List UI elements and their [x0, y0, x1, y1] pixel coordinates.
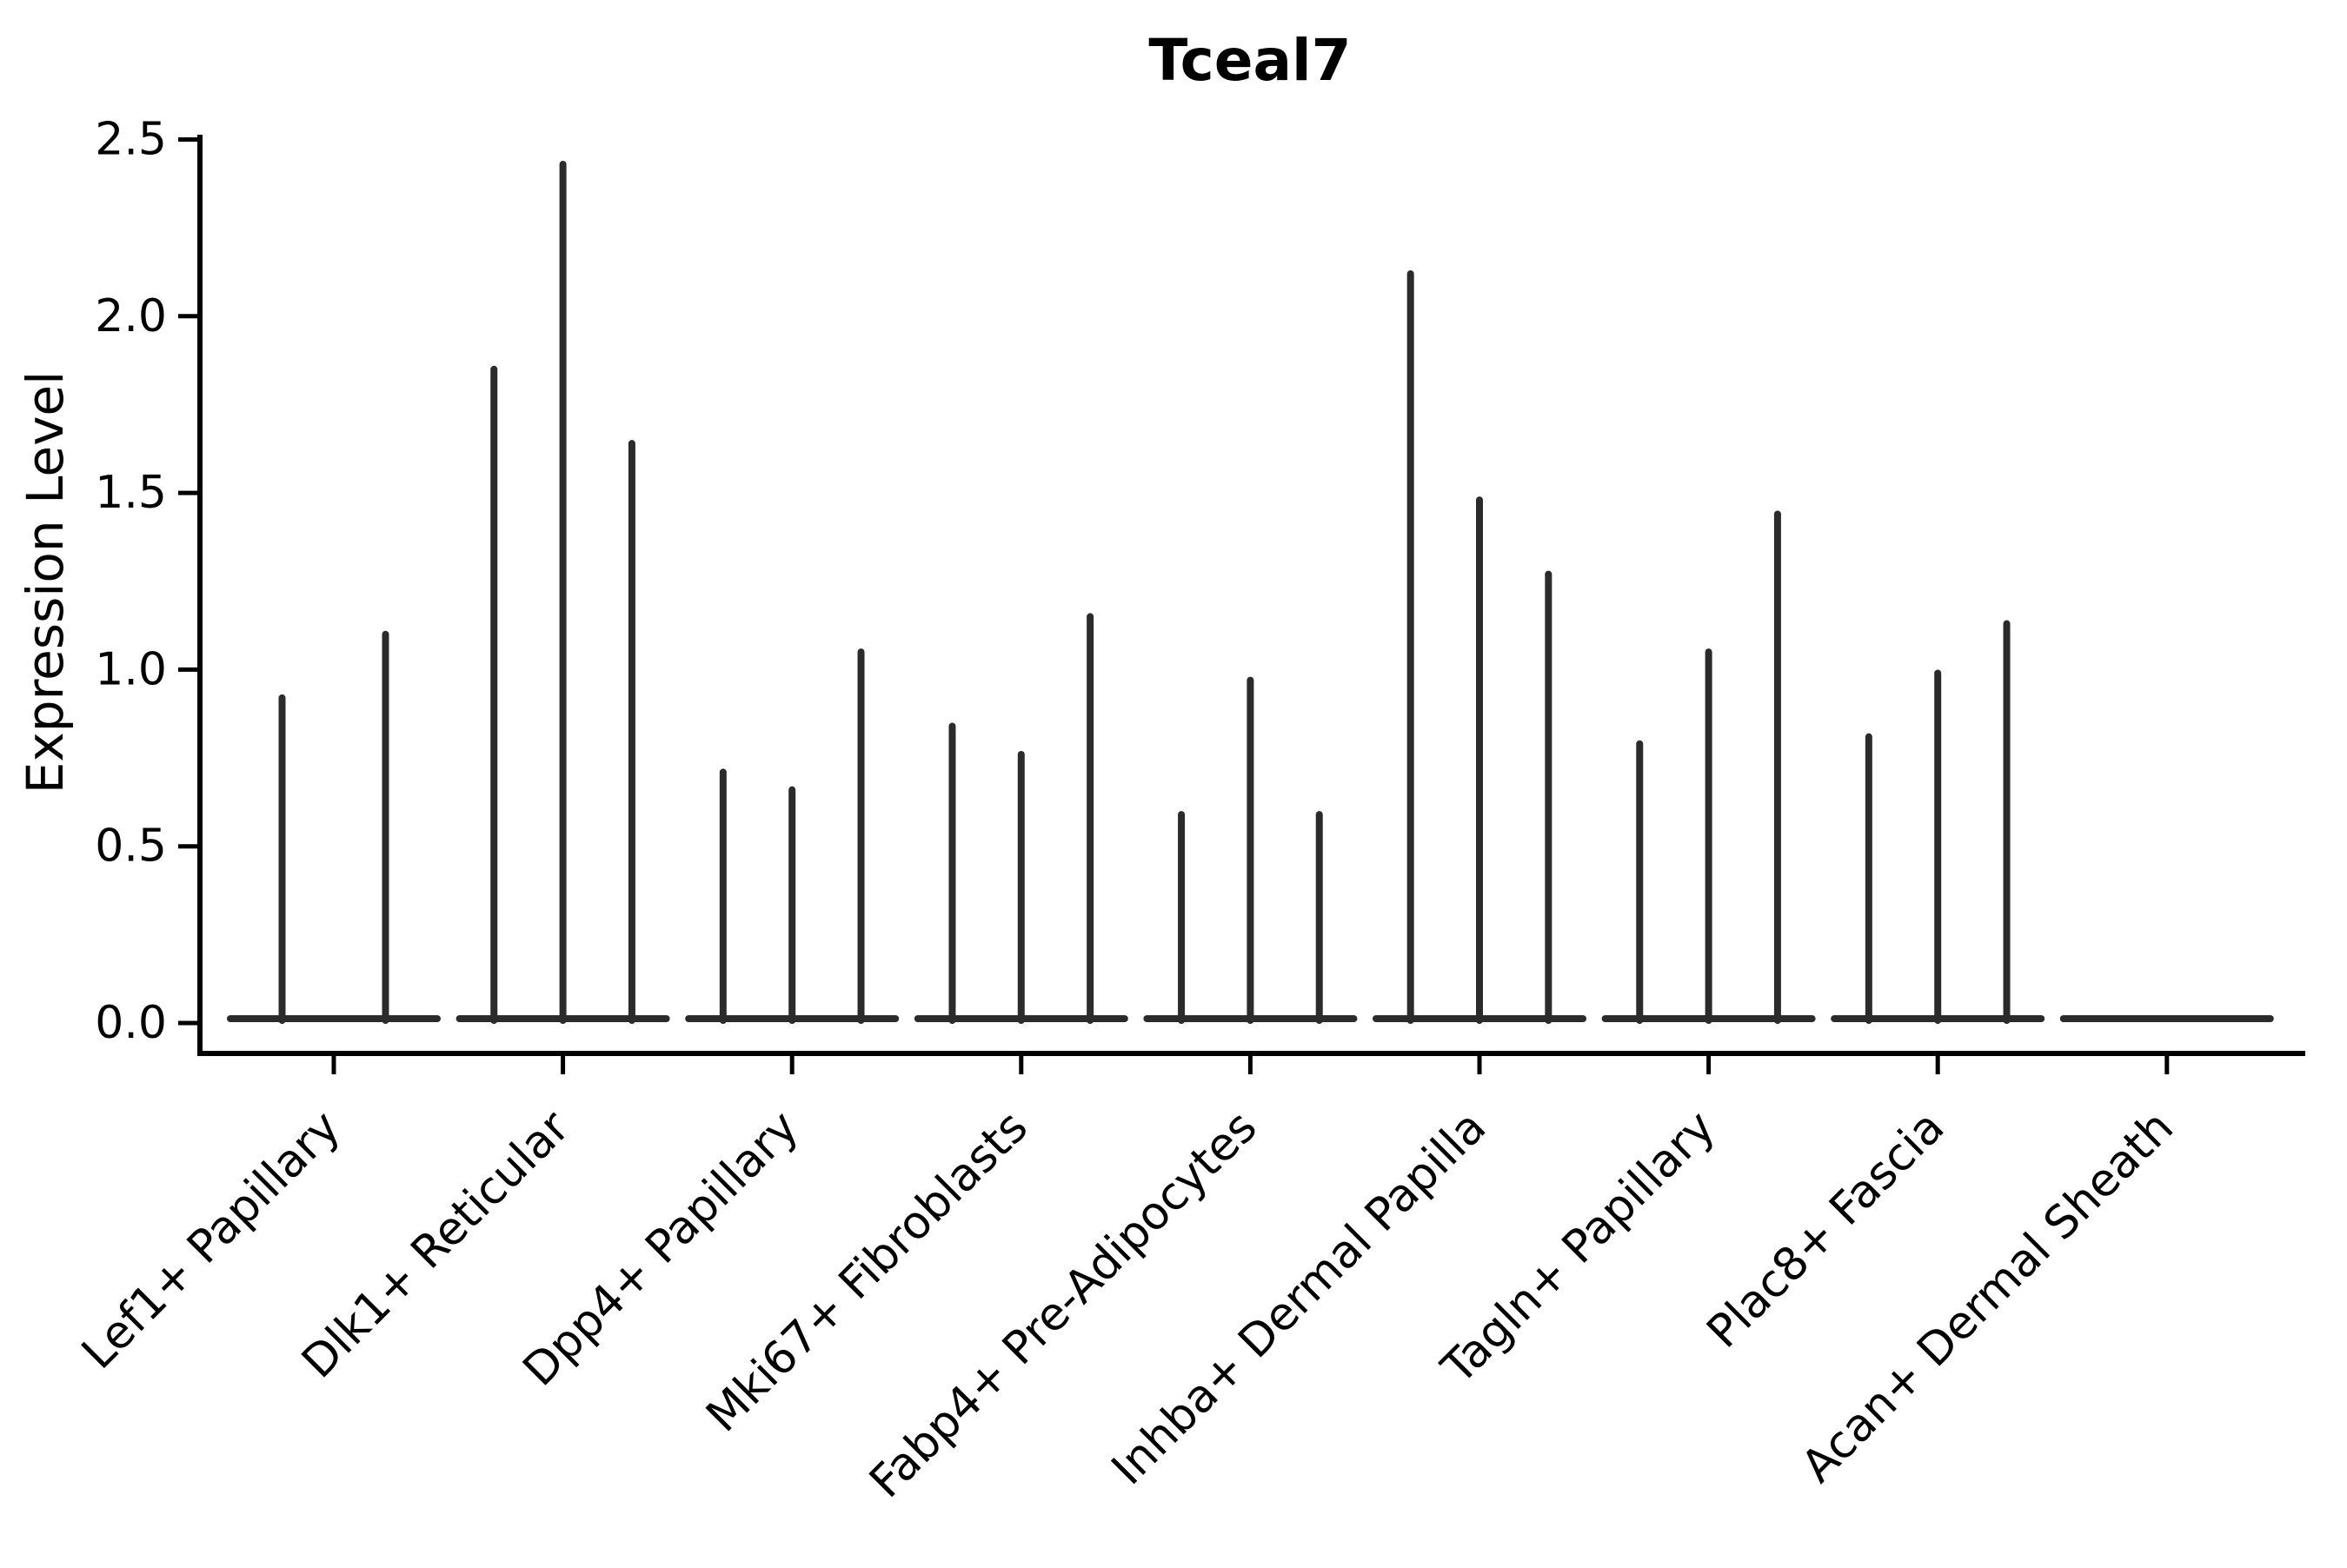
- violin-group: [914, 613, 1128, 1024]
- y-tick-label: 2.5: [95, 114, 167, 166]
- chart-title: Tceal7: [1148, 27, 1351, 94]
- y-axis-label: Expression Level: [16, 371, 75, 794]
- x-tick-label: Inhba+ Dermal Papilla: [1102, 1101, 1496, 1495]
- y-axis-ticks: 0.0 0.5 1.0 1.5 2.0 2.5: [95, 114, 200, 1049]
- y-tick-label: 0.0: [95, 997, 167, 1049]
- y-tick-label: 2.0: [95, 290, 167, 342]
- violin-group: [455, 160, 670, 1024]
- violin-group: [1831, 620, 2045, 1024]
- violin-group: [1601, 510, 1816, 1024]
- y-tick-label: 0.5: [95, 821, 167, 873]
- x-tick-label: Fabp4+ Pre-Adipocytes: [860, 1101, 1267, 1508]
- violin-group: [1373, 270, 1586, 1024]
- y-tick-label: 1.0: [95, 643, 167, 695]
- x-tick-label: Acan+ Dermal Sheath: [1792, 1101, 2184, 1493]
- violin-group: [1143, 676, 1358, 1024]
- x-tick-label: Plac8+ Fascia: [1698, 1101, 1955, 1359]
- violins: [227, 160, 2274, 1024]
- violin-group: [227, 630, 441, 1024]
- y-tick-label: 1.5: [95, 467, 167, 519]
- violin-group: [685, 648, 900, 1024]
